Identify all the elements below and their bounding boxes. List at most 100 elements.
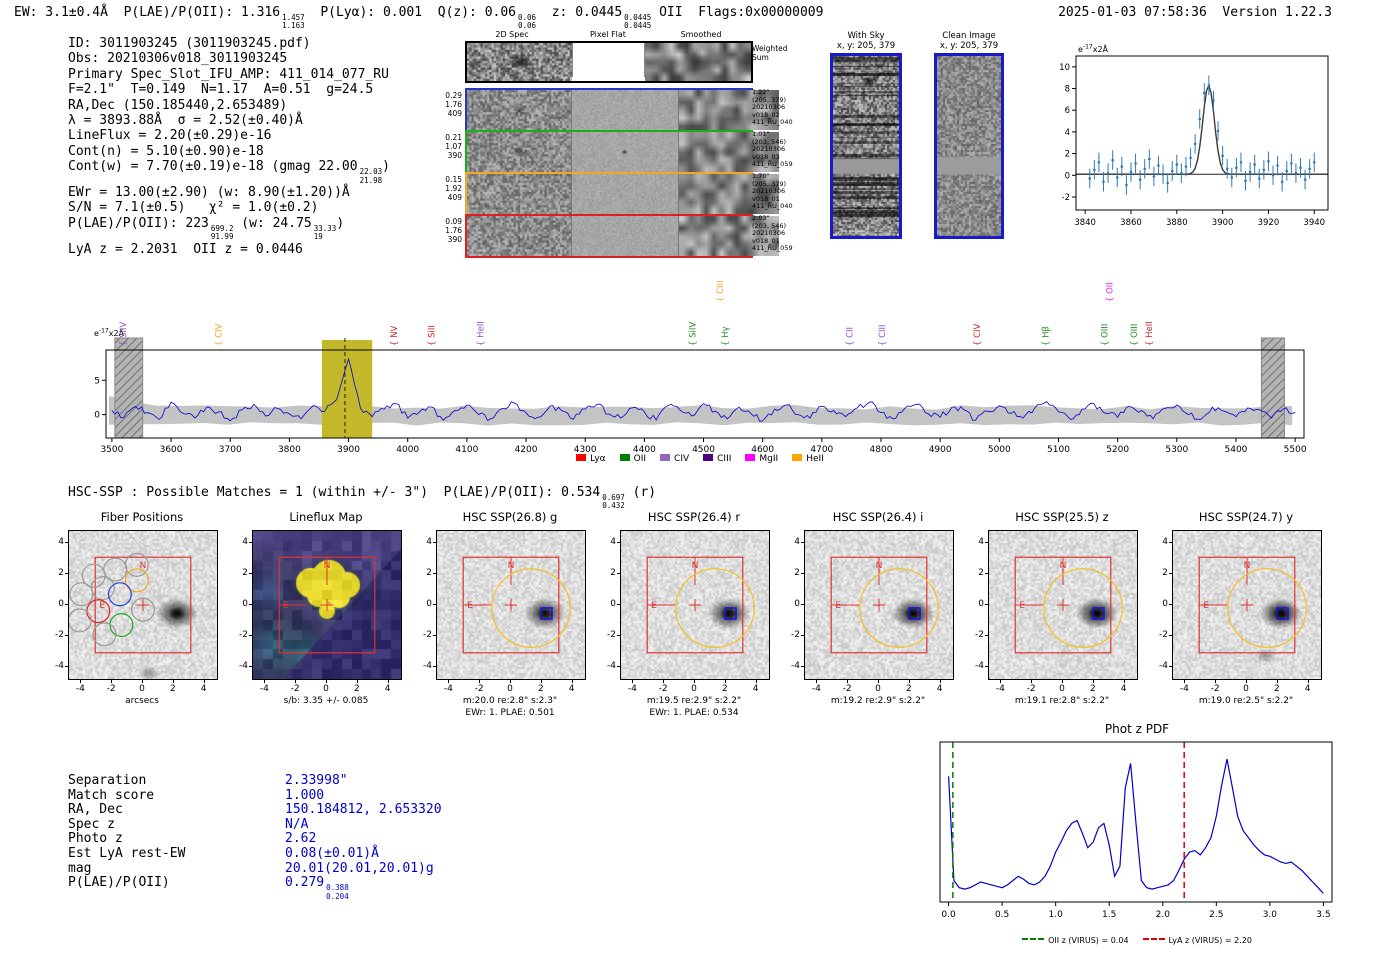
legend-label: LyA z (VIRUS) = 2.20 <box>1168 936 1252 945</box>
panel-x-tick-label: 0 <box>507 684 513 694</box>
lineflux-overlay: NE <box>278 556 376 654</box>
x-tick-label: 5100 <box>1047 445 1070 455</box>
text-segment: ) <box>336 215 345 231</box>
legend-swatch <box>576 454 587 461</box>
panel-y-tick-label: -2 <box>975 629 984 640</box>
weighted-smoothed-image <box>644 43 751 81</box>
legend-label: OII <box>633 454 647 464</box>
panel-x-tick-label: 0 <box>323 684 329 694</box>
fiber-circle <box>69 608 92 633</box>
legend-swatch <box>703 454 714 461</box>
panel-x-tick <box>571 679 573 683</box>
timestamp-version: 2025-01-03 07:58:36 Version 1.22.3 <box>1058 5 1332 20</box>
panel-y-tick <box>433 665 437 667</box>
panel-x-tick-label: 2 <box>537 684 544 694</box>
panel-y-tick <box>617 634 621 636</box>
data-point <box>1193 142 1197 146</box>
y-tick-label: 5 <box>94 376 100 386</box>
panel-x-tick <box>1184 679 1186 683</box>
row-meta: (205, 379) <box>752 179 787 188</box>
panel-x-tick-label: 4 <box>752 684 759 694</box>
panel-y-tick <box>249 665 253 667</box>
text-segment: F=2.1" T=0.149 N=1.17 A=0.51 g=24.5 <box>68 82 374 98</box>
panel-x-tick <box>939 679 941 683</box>
panel-y-tick <box>801 573 805 575</box>
sup-value: 0.0445 <box>624 13 652 22</box>
panel-y-tick-label: 4 <box>978 537 984 548</box>
with-sky-title: With Sky <box>847 31 885 41</box>
panel-x-tick <box>1246 679 1247 683</box>
spectrum-line <box>111 357 1296 422</box>
row-stat-labels: 0.29 1.76 409 <box>436 91 462 118</box>
info-line: LineFlux = 2.20(±0.29)e-16 <box>68 128 390 143</box>
sup-sub-value: 0.388 0.204 <box>326 883 349 901</box>
data-point <box>1248 170 1252 174</box>
panel-y-tick <box>1169 604 1173 605</box>
panel-y-tick-label: -4 <box>423 660 432 671</box>
data-point <box>1125 183 1128 187</box>
sup-value: 0.697 <box>602 493 625 502</box>
detected-line-band <box>321 340 373 438</box>
panel-y-tick <box>801 634 805 636</box>
data-point <box>1189 156 1192 160</box>
galaxy-overlay: NE <box>1014 556 1124 654</box>
panel-x-tick-label: 2 <box>721 684 728 694</box>
catalog-object-box <box>908 607 921 620</box>
row-smoothed-image <box>678 216 779 256</box>
panel-x-tick-label: -2 <box>842 684 852 694</box>
clean-image-image <box>937 56 1001 236</box>
sub-value: 91.99 <box>210 232 234 242</box>
x-tick-label: 4000 <box>396 445 419 455</box>
sup-value: 22.03 <box>359 167 383 177</box>
panel-y-tick <box>249 573 253 575</box>
fiber-circle <box>124 568 149 593</box>
x-tick-label: 4300 <box>574 445 597 455</box>
tspan-shape: -17 <box>99 328 109 335</box>
row-pixelflat-image <box>571 132 679 172</box>
data-point <box>1134 162 1137 165</box>
emission-line-label: { OII <box>1105 282 1115 302</box>
row-stat: 1.76 <box>445 226 462 235</box>
panel-x-tick <box>479 679 481 683</box>
emission-line-label: { HeII <box>477 321 487 346</box>
text-segment: S/N = 7.1(±0.5) χ² = 1.0(±0.2) <box>68 200 319 216</box>
text-segment: Cont(w) = 7.70(±0.19)e-18 (gmag 22.00 <box>68 159 358 175</box>
panel-y-tick <box>985 604 989 605</box>
panel-y-tick-label: 4 <box>58 537 64 548</box>
panel-y-tick <box>985 665 989 667</box>
x-tick-label: 3880 <box>1166 218 1188 228</box>
panel-x-tick <box>1215 679 1217 683</box>
data-point <box>1294 171 1298 175</box>
east-label: E <box>1203 601 1209 611</box>
panel-x-tick <box>172 679 174 683</box>
tspan-shape: -17 <box>1083 44 1093 51</box>
emission-line-label: { OIII <box>1101 324 1111 346</box>
sub-value: 0.204 <box>326 891 349 901</box>
data-point <box>1257 177 1261 180</box>
panel-y-tick <box>65 634 69 636</box>
info-line: Cont(n) = 5.10(±0.90)e-18 <box>68 144 390 159</box>
data-point <box>1271 173 1275 177</box>
match-field-label: Est LyA rest-EW <box>68 846 186 861</box>
panel-x-tick-label: 0 <box>1243 684 1249 694</box>
legend-label: CIII <box>717 454 732 464</box>
row-stat: 0.15 <box>445 175 462 184</box>
panel-x-tick <box>264 679 266 683</box>
panel-y-tick-label: 2 <box>426 568 432 579</box>
text-segment: LineFlux = 2.20(±0.29)e-16 <box>68 128 272 144</box>
sup-sub-value: 33.33 19 <box>314 224 337 242</box>
data-point <box>1129 170 1133 174</box>
tspan-shape: e <box>94 329 99 338</box>
data-point <box>1262 168 1266 172</box>
tspan-shape: x2Å <box>109 327 125 338</box>
row-stat: 1.92 <box>445 184 462 193</box>
photz-pdf-chart: 0.0 0.5 1.0 1.5 2.0 2.5 3.0 3.5 <box>939 741 1333 920</box>
panel-title: Fiber Positions <box>100 510 184 524</box>
east-label: E <box>1019 601 1025 611</box>
emission-line-label: { CIV <box>214 323 224 346</box>
cutout-fiber-row <box>465 88 779 132</box>
emission-line-label: { Hβ <box>1042 326 1052 346</box>
x-tick-label: 3500 <box>100 445 123 455</box>
data-point <box>1216 129 1220 133</box>
emission-line-label: { CII <box>846 327 856 346</box>
